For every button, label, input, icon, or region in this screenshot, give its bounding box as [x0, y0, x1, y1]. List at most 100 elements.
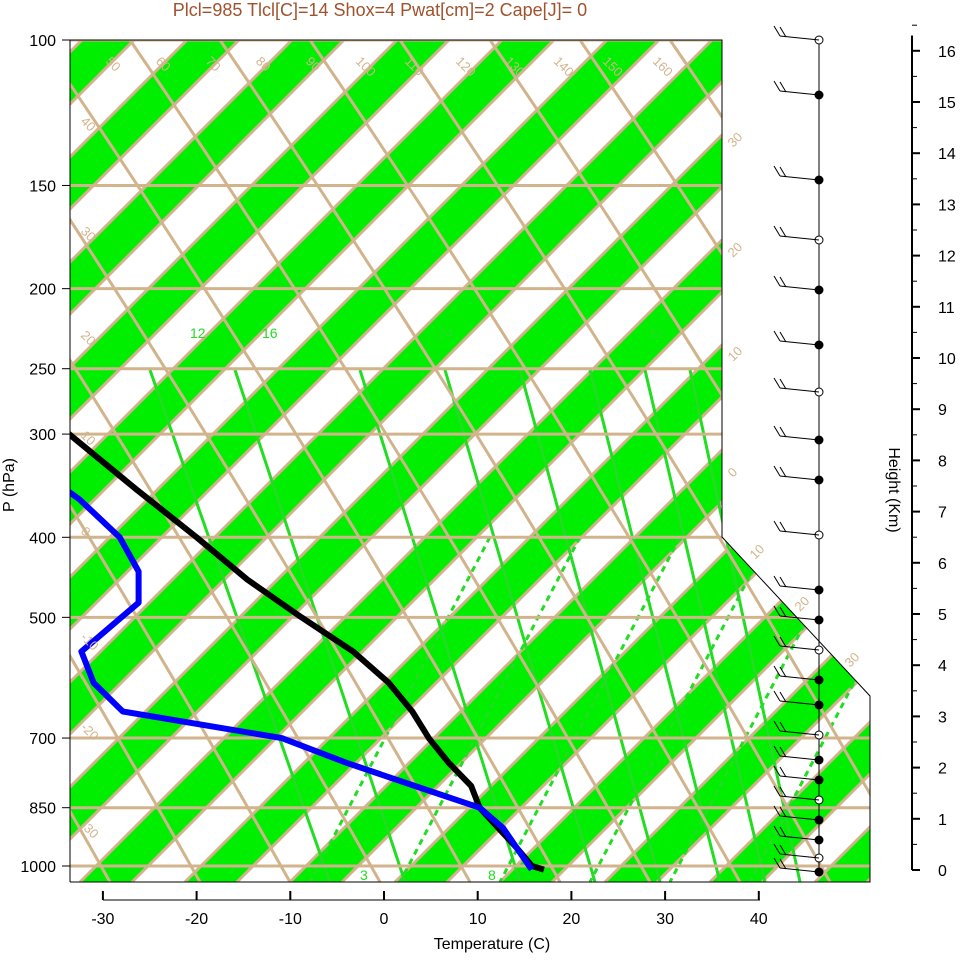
temperature-tick-label: 10 [469, 911, 487, 928]
mixing-ratio-line [148, 369, 332, 882]
wind-barb-feather [773, 575, 781, 587]
wind-barb-feather [773, 165, 781, 177]
isotherm-line [183, 40, 870, 882]
wind-barb-feather [779, 666, 787, 678]
wind-barb-shaft [779, 235, 820, 241]
wind-barb-shaft [779, 815, 820, 821]
height-tick-label: 15 [938, 95, 956, 112]
isotherm-line [70, 40, 451, 882]
wind-barb-feather [779, 26, 787, 38]
mixing-ratio-line [518, 369, 662, 882]
wind-barb-feather [779, 766, 787, 778]
mixing-ratio-label: 24 [438, 325, 454, 341]
dewpoint-profile-line [70, 40, 535, 872]
wind-barb-feather [779, 331, 787, 343]
wind-barb-feather [773, 377, 781, 389]
green-band [70, 40, 659, 882]
height-tick-label: 1 [938, 812, 947, 829]
wind-barb-feather [779, 576, 787, 588]
pressure-axis: 100 150 200 250 300 400 500 700 850 1000 [20, 33, 70, 876]
wind-barb-feather [779, 466, 787, 478]
wind-barb-feather [773, 843, 781, 855]
mixing-ratio-line [358, 369, 522, 882]
wind-barb-feather [773, 785, 781, 797]
x-axis-label: Temperature (C) [434, 936, 550, 953]
pressure-tick-label: 500 [29, 610, 56, 627]
pressure-tick-label: 200 [29, 282, 56, 299]
adiabat-line [70, 40, 562, 882]
wind-barb-feather [773, 275, 781, 287]
isotherm-line [70, 40, 819, 882]
isotherm-line [550, 40, 870, 882]
wind-barb-feather [773, 465, 781, 477]
plot-area [70, 40, 870, 882]
wind-barb-shaft [779, 475, 820, 481]
isotherm-right-label: 10 [747, 541, 768, 562]
wind-barb-feather [779, 81, 787, 93]
wind-barb-feather [779, 806, 787, 818]
mixing-ratio-label: 3 [360, 867, 368, 883]
isotherm-right-label: 30 [725, 129, 746, 150]
mixing-ratio-dashed-line [588, 536, 772, 882]
chart-title: Plcl=985 Tlcl[C]=14 Shox=4 Pwat[cm]=2 Ca… [173, 0, 587, 20]
isotherm-line [603, 40, 870, 882]
adiabat-line [218, 40, 742, 882]
height-tick-label: 5 [938, 607, 947, 624]
height-tick-label: 13 [938, 197, 956, 214]
wind-barb-feather [773, 605, 781, 617]
wind-barb-shaft [779, 340, 820, 346]
wind-barb-shaft [779, 35, 820, 41]
height-tick-label: 9 [938, 402, 947, 419]
pressure-tick-label: 400 [29, 530, 56, 547]
wind-barb-shaft [779, 853, 820, 859]
wind-barb-feather [779, 721, 787, 733]
wind-barb-shaft [779, 867, 820, 873]
wind-barb-feather [779, 826, 787, 838]
height-tick-label: 3 [938, 709, 947, 726]
pressure-tick-label: 300 [29, 427, 56, 444]
wind-barb-shaft [779, 730, 820, 736]
mixing-ratio-dashed-line [498, 536, 682, 882]
isotherm-line [70, 40, 241, 882]
sounding-profiles [70, 40, 545, 873]
wind-barb-feather [773, 635, 781, 647]
wind-barb-shaft [779, 700, 820, 706]
mixing-ratio-line [443, 369, 597, 882]
wind-barb-feather [779, 378, 787, 390]
mixing-ratio-label: 12 [190, 325, 206, 341]
wind-barb-shaft [779, 585, 820, 591]
y2-axis-label: Height (Km) [885, 447, 902, 532]
isotherm-line [655, 40, 870, 882]
isotherm-line [498, 40, 870, 882]
isotherm-line [70, 40, 399, 882]
wind-barb-shaft [779, 645, 820, 651]
height-tick-label: 10 [938, 351, 956, 368]
mixing-ratio-line [643, 369, 767, 882]
mixing-ratio-lines [148, 369, 870, 882]
height-tick-label: 0 [938, 863, 947, 880]
wind-barb-feather [779, 426, 787, 438]
green-band [500, 40, 870, 882]
wind-barb-feather [779, 636, 787, 648]
wind-barb-feather [779, 844, 787, 856]
temperature-tick-label: -20 [185, 911, 208, 928]
height-tick-label: 2 [938, 761, 947, 778]
green-band [70, 40, 554, 882]
green-band [605, 40, 870, 882]
isotherm-right-label: 10 [725, 343, 746, 364]
pressure-tick-label: 100 [29, 33, 56, 50]
wind-barb-feather [773, 690, 781, 702]
temperature-tick-label: 0 [380, 911, 389, 928]
isotherm-line [70, 40, 714, 882]
wind-barb-feather [773, 425, 781, 437]
temperature-tick-label: 40 [750, 911, 768, 928]
wind-barb-feather [773, 805, 781, 817]
wind-barb-shaft [779, 387, 820, 393]
mixing-ratio-line [588, 369, 722, 882]
wind-barb-feather [779, 276, 787, 288]
height-tick-label: 16 [938, 44, 956, 61]
adiabat-line [308, 40, 832, 882]
wind-barb-shaft [779, 835, 820, 841]
